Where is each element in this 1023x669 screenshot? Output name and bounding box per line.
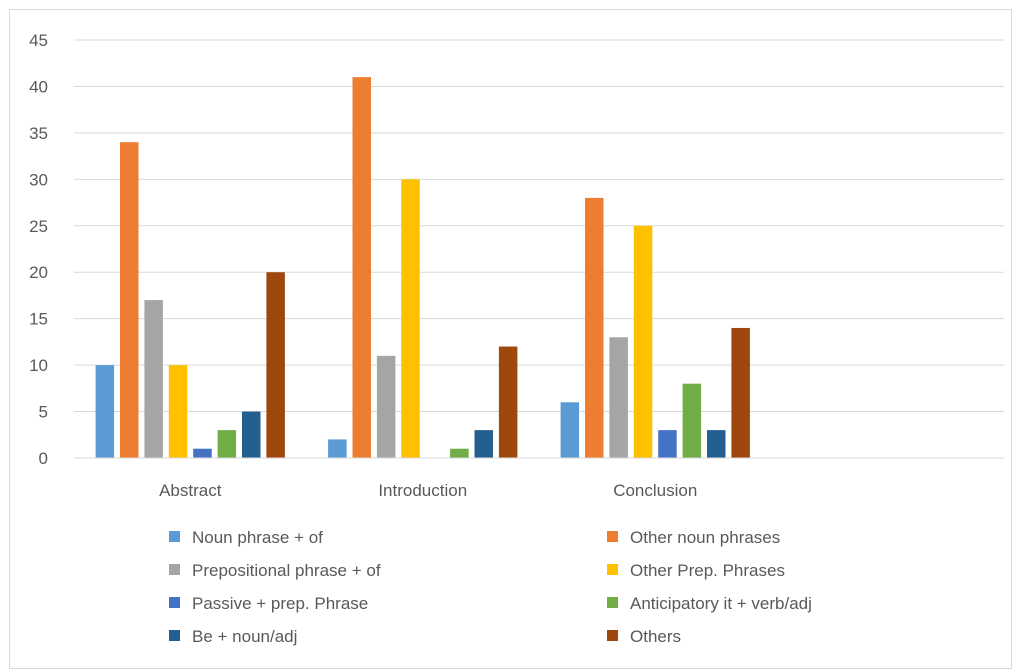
bar: [401, 179, 420, 459]
legend-label: Prepositional phrase + of: [192, 561, 381, 580]
x-category-label: Abstract: [159, 481, 222, 500]
bar: [95, 365, 115, 458]
bar: [658, 430, 677, 458]
legend-swatch: [169, 564, 180, 575]
legend-label: Be + noun/adj: [192, 627, 297, 646]
legend-label: Other Prep. Phrases: [630, 561, 785, 580]
bar: [168, 365, 188, 458]
bar: [217, 430, 237, 458]
bar: [266, 272, 285, 458]
legend-swatch: [169, 531, 180, 542]
chart-frame: [9, 9, 1012, 669]
bar: [193, 448, 212, 458]
bar: [585, 197, 604, 458]
y-tick-label: 30: [29, 170, 48, 189]
legend-swatch: [169, 630, 180, 641]
legend-swatch: [607, 564, 618, 575]
x-category-label: Conclusion: [613, 481, 697, 500]
y-tick-label: 45: [29, 31, 48, 50]
y-tick-label: 15: [29, 310, 48, 329]
legend-label: Passive + prep. Phrase: [192, 594, 368, 613]
bar: [474, 430, 493, 458]
y-tick-label: 5: [39, 403, 48, 422]
y-tick-label: 40: [29, 77, 48, 96]
bar: [144, 300, 163, 458]
y-tick-label: 10: [29, 356, 48, 375]
bar: [560, 402, 580, 458]
bar: [120, 142, 139, 458]
bar: [450, 448, 469, 458]
legend-swatch: [607, 597, 618, 608]
bar: [682, 383, 702, 458]
bar: [609, 337, 628, 458]
bar: [242, 411, 261, 458]
bar: [731, 327, 750, 458]
y-tick-label: 35: [29, 124, 48, 143]
y-tick-label: 20: [29, 263, 48, 282]
y-tick-label: 0: [39, 449, 48, 468]
bar: [352, 77, 371, 459]
legend-label: Anticipatory it + verb/adj: [630, 594, 812, 613]
bar: [707, 430, 726, 458]
x-category-label: Introduction: [378, 481, 467, 500]
legend-label: Others: [630, 627, 681, 646]
legend-swatch: [607, 531, 618, 542]
bar: [633, 225, 653, 458]
legend-swatch: [607, 630, 618, 641]
bar: [376, 355, 396, 458]
legend-swatch: [169, 597, 180, 608]
legend-label: Other noun phrases: [630, 528, 780, 547]
bar: [498, 346, 518, 458]
legend-label: Noun phrase + of: [192, 528, 323, 547]
bar: [328, 439, 347, 458]
y-tick-label: 25: [29, 217, 48, 236]
